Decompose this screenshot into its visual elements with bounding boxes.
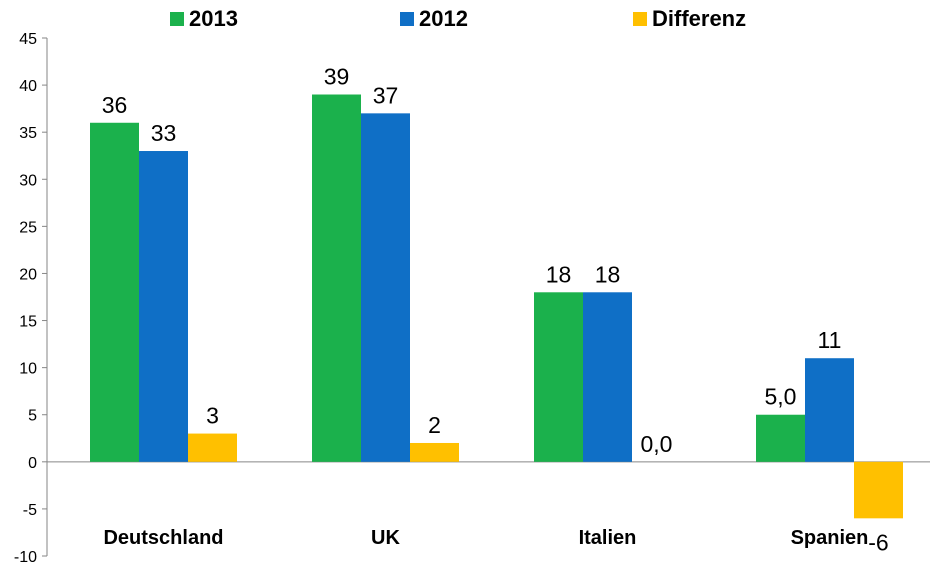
data-label-2013-deutschland: 36 xyxy=(102,92,128,118)
category-label-uk: UK xyxy=(371,527,400,549)
y-tick-label: 15 xyxy=(19,314,37,331)
bar-2012-spanien xyxy=(805,358,854,462)
bar-2013-uk xyxy=(312,94,361,462)
data-label-differenz-deutschland: 3 xyxy=(206,403,219,429)
data-label-differenz-italien: 0,0 xyxy=(641,431,673,457)
bar-2012-uk xyxy=(361,113,410,462)
bar-differenz-spanien xyxy=(854,461,903,519)
y-tick-label: 30 xyxy=(19,172,37,189)
data-label-2012-italien: 18 xyxy=(595,261,621,287)
bar-2013-italien xyxy=(534,292,583,462)
legend-item-2012: 2012 xyxy=(400,6,468,32)
bar-differenz-uk xyxy=(410,442,459,462)
legend-item-differenz: Differenz xyxy=(633,6,746,32)
y-tick-label: 10 xyxy=(19,361,37,378)
y-tick-label: 0 xyxy=(28,455,37,472)
legend-label-2013: 2013 xyxy=(189,6,238,31)
data-label-2013-spanien: 5,0 xyxy=(765,384,797,410)
data-label-2012-uk: 37 xyxy=(373,82,399,108)
y-tick-label: 35 xyxy=(19,125,37,142)
bar-differenz-deutschland xyxy=(188,433,237,462)
legend-swatch-differenz xyxy=(633,12,647,26)
legend-label-differenz: Differenz xyxy=(652,6,747,31)
category-label-spanien: Spanien xyxy=(791,527,869,549)
data-label-differenz-spanien: -6 xyxy=(868,529,888,555)
y-tick-label: 25 xyxy=(19,219,37,236)
bar-2012-deutschland xyxy=(139,151,188,462)
data-label-2012-spanien: 11 xyxy=(818,327,842,353)
y-tick-label: 5 xyxy=(28,408,37,425)
legend-item-2013: 2013 xyxy=(170,6,238,32)
category-label-deutschland: Deutschland xyxy=(103,527,223,549)
y-tick-label: 20 xyxy=(19,266,37,283)
bar-2013-deutschland xyxy=(90,122,139,462)
y-tick-label: -10 xyxy=(14,549,37,562)
data-label-2013-uk: 39 xyxy=(324,64,350,90)
bar-2013-spanien xyxy=(756,414,805,462)
y-tick-label: 45 xyxy=(19,31,37,48)
chart-legend: 2013 2012 Differenz xyxy=(0,6,933,34)
y-tick-label: -5 xyxy=(23,502,37,519)
legend-swatch-2013 xyxy=(170,12,184,26)
category-label-italien: Italien xyxy=(579,527,637,549)
legend-swatch-2012 xyxy=(400,12,414,26)
data-label-2012-deutschland: 33 xyxy=(151,120,177,146)
y-tick-label: 40 xyxy=(19,78,37,95)
legend-label-2012: 2012 xyxy=(419,6,468,31)
data-label-differenz-uk: 2 xyxy=(428,412,441,438)
data-label-2013-italien: 18 xyxy=(546,261,572,287)
bar-2012-italien xyxy=(583,292,632,462)
